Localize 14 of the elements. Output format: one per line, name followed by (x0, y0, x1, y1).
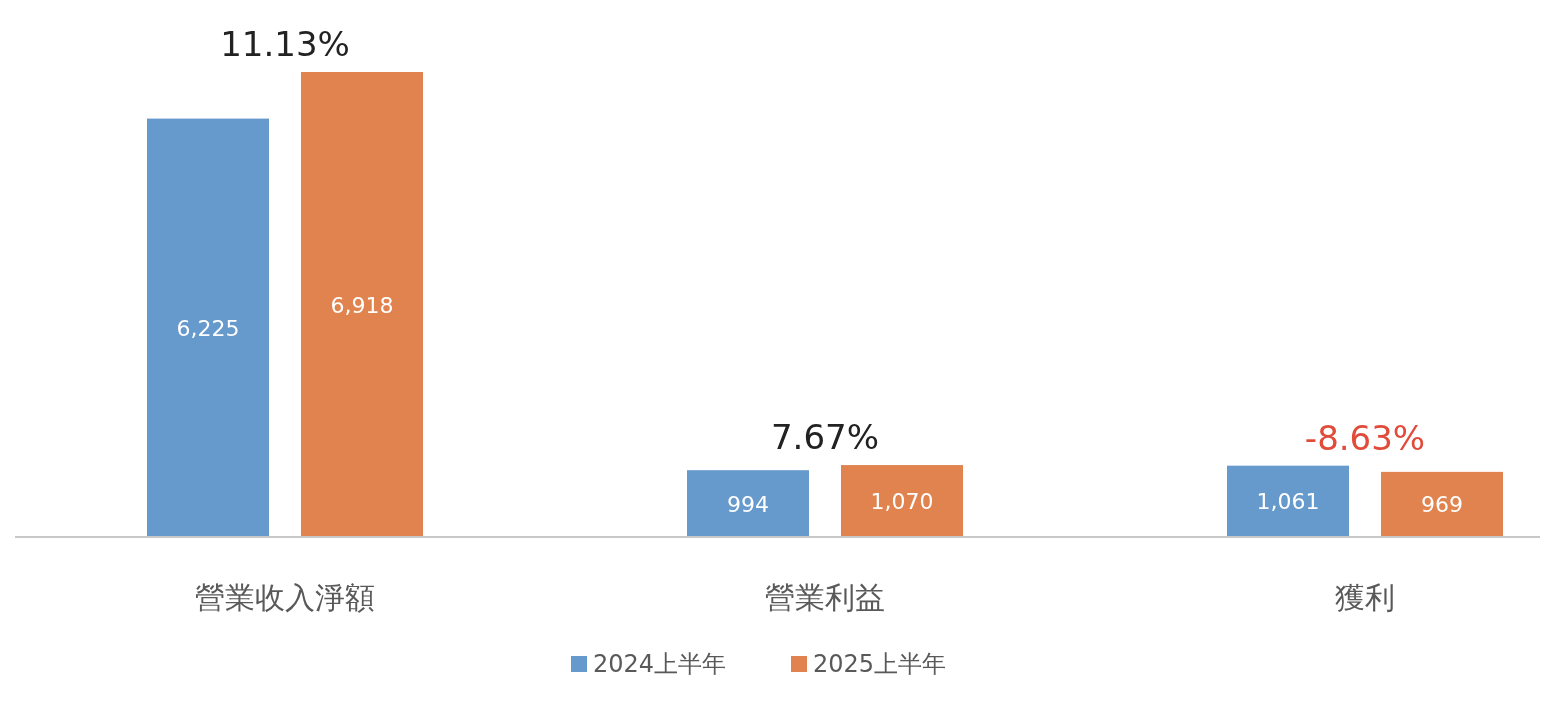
data-label: 6,918 (330, 292, 394, 318)
data-label: 1,061 (1256, 489, 1320, 515)
legend-label: 2025上半年 (813, 650, 947, 678)
data-label: 994 (727, 491, 769, 517)
data-label: 969 (1421, 492, 1463, 518)
data-label: 1,070 (870, 489, 934, 515)
data-label: 6,225 (176, 315, 240, 341)
annotation: -8.63% (1304, 417, 1426, 458)
legend-label: 2024上半年 (593, 650, 727, 678)
x-tick-label: 營業收入淨額 (195, 580, 375, 615)
x-tick-label: 獲利 (1335, 580, 1395, 615)
annotation: 7.67% (770, 417, 880, 458)
text: 11.13% (220, 24, 350, 64)
x-tick-label: 營業利益 (765, 580, 885, 615)
